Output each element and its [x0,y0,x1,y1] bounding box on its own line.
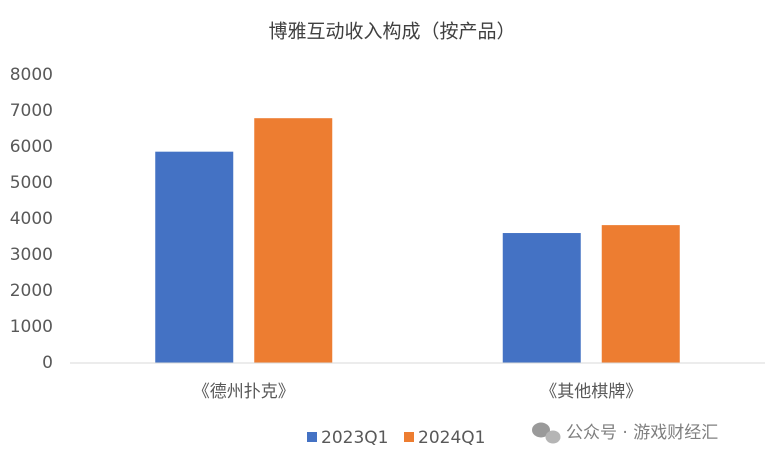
legend-label: 2023Q1 [321,428,388,448]
legend-label: 2024Q1 [418,428,485,448]
watermark-icon [532,422,561,444]
bar [155,151,234,363]
x-tick-label: 《德州扑克》 [193,382,295,402]
y-tick-label: 1000 [10,317,53,337]
bar [502,233,581,363]
watermark: 公众号 · 游戏财经汇 [566,423,718,443]
bar [601,225,680,363]
y-tick-label: 7000 [10,101,53,121]
y-tick-label: 3000 [10,245,53,265]
legend-swatch [404,432,414,442]
bar [254,118,333,363]
y-tick-label: 8000 [10,65,53,85]
x-tick-label: 《其他棋牌》 [540,382,642,402]
y-tick-label: 4000 [10,209,53,229]
chart-title: 博雅互动收入构成（按产品） [268,21,515,43]
y-tick-label: 0 [42,353,53,373]
y-tick-label: 2000 [10,281,53,301]
y-tick-label: 5000 [10,173,53,193]
legend-swatch [307,432,317,442]
y-tick-label: 6000 [10,137,53,157]
